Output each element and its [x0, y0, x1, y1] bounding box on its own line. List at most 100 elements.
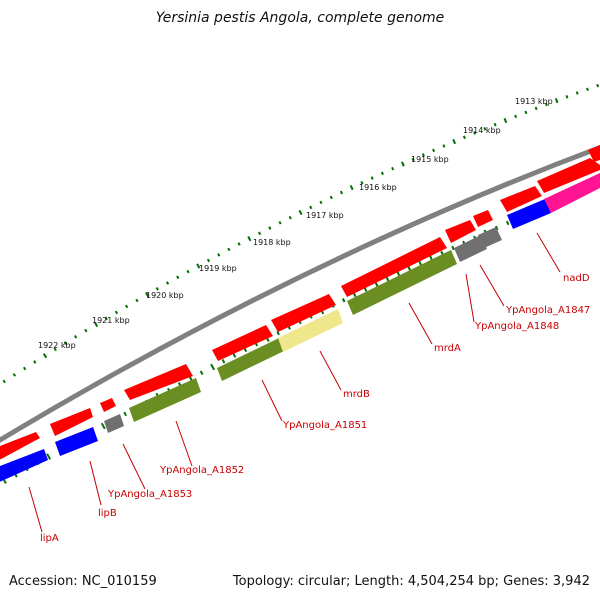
ruler-tick [12, 373, 17, 377]
kbp-label: 1913 kbp [515, 97, 553, 106]
label-leaders [28, 232, 561, 533]
gene-label: lipB [98, 508, 117, 519]
ruler-tick [565, 95, 569, 99]
ruler-tick [155, 287, 159, 291]
gene-label: YpAngola_A1847 [505, 305, 590, 316]
feature-nadD-rev [507, 199, 551, 229]
ruler-tick [247, 236, 252, 242]
feature-arrow-nadD-fwd2 [537, 158, 600, 193]
feature-a1848-pseudo [454, 235, 487, 262]
kbp-label: 1915 kbp [411, 155, 449, 164]
ruler-tick [2, 379, 6, 384]
ruler-tick [104, 316, 108, 321]
ruler-tick [363, 287, 368, 292]
ruler-tick [462, 135, 466, 140]
ruler-tick [494, 225, 499, 231]
ruler-tick [221, 359, 226, 364]
ruler-tick [258, 231, 262, 236]
ruler-tick [391, 166, 395, 171]
feature-mrdA-olive [347, 250, 457, 315]
ruler-tick [329, 195, 333, 200]
feature-a1853-pseudo [104, 414, 124, 433]
ruler-tick [186, 269, 190, 274]
feature-track [0, 145, 600, 482]
gene-labels: nadD YpAngola_A1847 YpAngola_A1848 mrdA … [40, 273, 590, 544]
ruler-tick [544, 102, 548, 107]
kbp-label: 1917 kbp [306, 211, 344, 220]
ruler-tick [176, 275, 180, 280]
position-ruler [2, 83, 600, 384]
feature-arrow-a1852-fwd [124, 364, 193, 400]
ruler-tick [46, 453, 52, 460]
gene-label: YpAngola_A1848 [474, 321, 559, 332]
feature-arrow-a1848-fwd [445, 220, 476, 243]
ruler-tick [53, 347, 57, 352]
feature-lipA-rev [0, 449, 48, 482]
ruler-tick [42, 353, 48, 359]
ruler-tick [237, 242, 241, 246]
map-title: Yersinia pestis Angola, complete genome [155, 10, 445, 26]
ruler-tick [411, 157, 415, 162]
kbp-label: 1916 kbp [359, 183, 397, 192]
kbp-label: 1920 kbp [146, 291, 184, 300]
ruler-tick [341, 298, 346, 303]
ruler-tick [210, 363, 215, 371]
gene-label: YpAngola_A1853 [107, 489, 192, 500]
feature-arrow-mrdA-fwd [341, 237, 447, 297]
ruler-tick [473, 131, 477, 135]
ruler-tick [451, 245, 455, 251]
ruler-tick [298, 209, 303, 216]
genome-backbone [0, 144, 600, 443]
feature-arrow-mrdB-fwd [271, 294, 336, 332]
ruler-tick [227, 247, 231, 252]
ruler-tick [505, 220, 510, 226]
ruler-tick [135, 298, 139, 303]
ruler-tick [196, 263, 201, 269]
ruler-tick [380, 171, 384, 176]
feature-a1852-olive [129, 378, 201, 422]
ruler-tick [145, 292, 150, 298]
kbp-label: 1918 kbp [253, 238, 291, 247]
ruler-tick [319, 200, 323, 205]
accession-text: Accession: NC_010159 [9, 574, 157, 589]
ruler-tick [100, 422, 106, 430]
ruler-tick [206, 258, 211, 263]
ruler-tick [63, 341, 68, 345]
ruler-tick [418, 261, 423, 266]
gene-label: YpAngola_A1852 [159, 465, 244, 476]
ruler-tick [339, 190, 344, 195]
ruler-tick [93, 321, 99, 328]
feature-arrow-a1847-fwd [473, 210, 493, 227]
ruler-tick [586, 87, 589, 92]
ruler-tick [493, 122, 497, 127]
ruler-tick [165, 281, 170, 285]
ruler-tick [554, 98, 559, 104]
kbp-label: 1919 kbp [199, 264, 237, 273]
ruler-tick [232, 353, 237, 358]
ruler-tick [349, 185, 354, 191]
ruler-tick [278, 221, 282, 225]
ruler-tick [288, 215, 292, 220]
ruler-tick [421, 153, 425, 157]
ruler-tick [123, 411, 127, 417]
feature-arrow-lipB-fwd [50, 408, 93, 436]
gene-label: mrdB [343, 389, 370, 400]
ruler-tick [268, 226, 272, 230]
ruler-tick [452, 139, 457, 145]
feature-arrow-lipA-fwd [0, 432, 40, 460]
ruler-tick [534, 106, 538, 111]
ruler-tick [503, 117, 508, 124]
ruler-tick [125, 304, 129, 309]
feature-mrdB-pale [278, 309, 343, 352]
ruler-tick [385, 276, 390, 282]
ruler-tick [432, 148, 436, 153]
ruler-tick [33, 360, 37, 364]
kbp-label: 1922 kbp [38, 341, 76, 350]
feature-a1847-pseudo [478, 227, 502, 248]
ruler-tick [407, 266, 412, 271]
feature-lipB-rev [55, 427, 98, 456]
ruler-tick [442, 144, 446, 148]
ruler-tick [514, 114, 518, 119]
ruler-tick [188, 376, 193, 381]
gene-label: YpAngola_A1851 [282, 420, 367, 431]
